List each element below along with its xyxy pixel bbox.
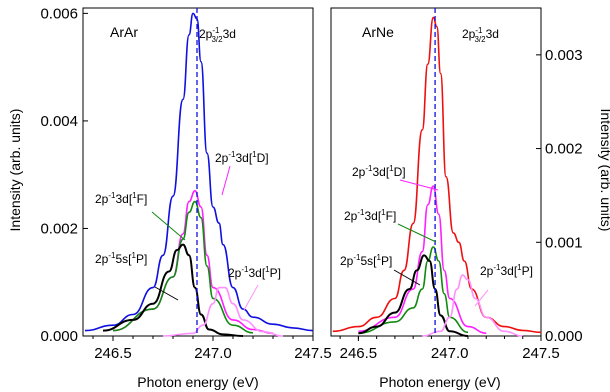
y-tick-label: 0.001 xyxy=(545,234,583,251)
annotation-1F-leader xyxy=(397,223,437,243)
panel-arar-xlabel: Photon energy (eV) xyxy=(137,374,258,390)
annotation-1P3d-leader xyxy=(474,289,489,307)
series-1F-line xyxy=(358,246,469,334)
annotation-1P5s: 2p-15s[1P] xyxy=(340,253,392,268)
annotation-1P5s-leader xyxy=(393,269,421,286)
x-tick-label: 246.5 xyxy=(94,345,132,362)
y-tick-label: 0.000 xyxy=(545,328,583,345)
panel-arne-xlabel: Photon energy (eV) xyxy=(379,374,500,390)
panel-arne-title: ArNe xyxy=(362,24,394,40)
annotation-1F: 2p-13d[1F] xyxy=(344,208,396,223)
series-total-line xyxy=(84,12,314,332)
x-tick-label: 247.0 xyxy=(431,345,469,362)
annotation-peak: 2p-1 3/23d xyxy=(462,26,499,44)
panel-arar-ylabel: Intensity (arb. units) xyxy=(7,109,23,232)
annotation-1P3d: 2p-13d[1P] xyxy=(228,265,281,280)
x-tick-label: 247.0 xyxy=(194,345,232,362)
annotation-1F: 2p-13d[1F] xyxy=(95,191,147,206)
annotation-1D: 2p-13d[1D] xyxy=(215,150,269,165)
annotation-1P3d-leader xyxy=(243,284,259,311)
y-tick-label: 0.006 xyxy=(40,5,78,22)
panel-arne-frame xyxy=(330,7,542,337)
panel-arar: 246.5 247.0 247.5 0.000 0.002 0.004 0.006 ArAr… xyxy=(7,5,332,390)
x-tick-label: 247.5 xyxy=(294,345,332,362)
series-1P5s-line xyxy=(102,243,244,337)
annotation-1P3d: 2p-13d[1P] xyxy=(480,263,533,278)
annotation-1F-leader xyxy=(151,211,186,241)
panel-arne-ylabel: Intensity (arb. units) xyxy=(598,109,610,232)
y-tick-label: 0.004 xyxy=(40,113,78,130)
panel-arar-title: ArAr xyxy=(110,24,138,40)
annotation-1P5s-leader xyxy=(154,286,179,301)
series-1P5s-line xyxy=(358,254,469,337)
y-tick-label: 0.003 xyxy=(545,47,583,64)
x-tick-label: 246.5 xyxy=(340,345,378,362)
y-tick-label: 0.002 xyxy=(545,141,583,158)
panel-arar-frame xyxy=(82,7,314,337)
x-tick-label: 247.5 xyxy=(522,345,560,362)
annotation-1P5s: 2p-15s[1P] xyxy=(95,251,147,266)
series-1P3d-line xyxy=(162,286,284,337)
annotation-1D-leader xyxy=(399,179,439,191)
y-tick-label: 0.002 xyxy=(40,220,78,237)
y-tick-label: 0.000 xyxy=(40,328,78,345)
series-1P3d-line xyxy=(422,274,523,337)
annotation-1D: 2p-13d[1D] xyxy=(352,164,406,179)
series-1D-line xyxy=(358,185,487,334)
annotation-1D-leader xyxy=(221,165,231,196)
series-1F-line xyxy=(112,200,254,334)
annotation-peak: 2p-1 3/23d xyxy=(199,26,236,44)
panel-arne: 246.5 247.0 247.50.000 0.001 0.002 0.003 ArNe… xyxy=(330,7,610,390)
